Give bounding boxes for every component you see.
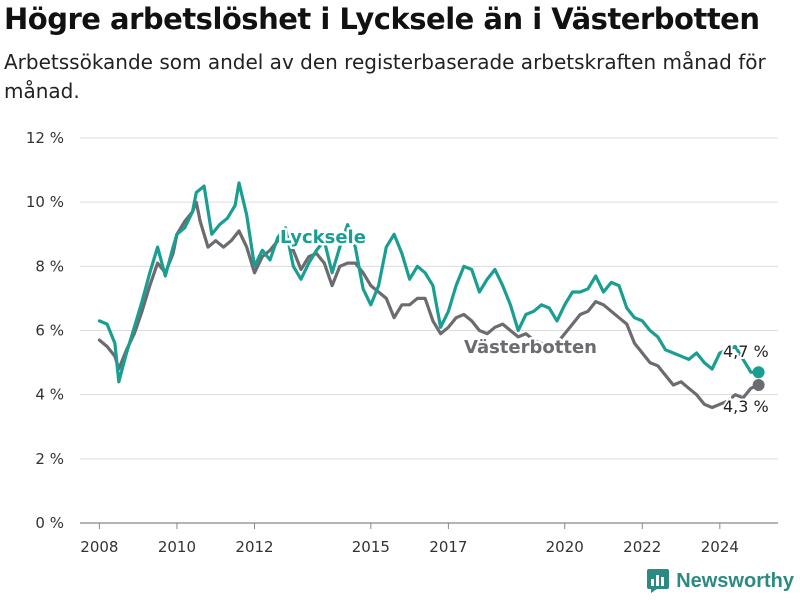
x-tick-label: 2012 bbox=[235, 538, 273, 556]
x-tick-label: 2017 bbox=[429, 538, 467, 556]
y-tick-label: 4 % bbox=[35, 386, 64, 404]
x-tick-label: 2024 bbox=[701, 538, 739, 556]
x-tick-label: 2010 bbox=[158, 538, 196, 556]
x-tick-label: 2008 bbox=[80, 538, 118, 556]
y-tick-label: 12 % bbox=[26, 129, 64, 147]
series-line-lycksele bbox=[97, 181, 761, 384]
end-point-västerbotten bbox=[752, 379, 765, 392]
end-value-lycksele: 4,7 % bbox=[723, 342, 769, 361]
chart-title: Högre arbetslöshet i Lycksele än i Väste… bbox=[4, 2, 760, 36]
y-tick-label: 2 % bbox=[35, 450, 64, 468]
series-label-vasterbotten: Västerbotten bbox=[464, 337, 597, 358]
x-tick-label: 2015 bbox=[352, 538, 390, 556]
end-value-vasterbotten: 4,3 % bbox=[723, 397, 769, 416]
y-tick-label: 10 % bbox=[26, 193, 64, 211]
brand-name: Newsworthy bbox=[676, 569, 794, 592]
x-tick-label: 2022 bbox=[623, 538, 661, 556]
y-tick-label: 0 % bbox=[35, 514, 64, 532]
y-tick-label: 8 % bbox=[35, 257, 64, 275]
y-tick-label: 6 % bbox=[35, 322, 64, 340]
end-point-lycksele bbox=[752, 366, 765, 379]
newsworthy-logo-icon bbox=[647, 569, 670, 593]
x-tick-label: 2020 bbox=[546, 538, 584, 556]
series-line-västerbotten bbox=[97, 200, 761, 410]
brand-logo: Newsworthy bbox=[646, 568, 794, 594]
series-label-lycksele: Lycksele bbox=[280, 227, 366, 248]
chart-subtitle: Arbetssökande som andel av den registerb… bbox=[4, 50, 766, 103]
